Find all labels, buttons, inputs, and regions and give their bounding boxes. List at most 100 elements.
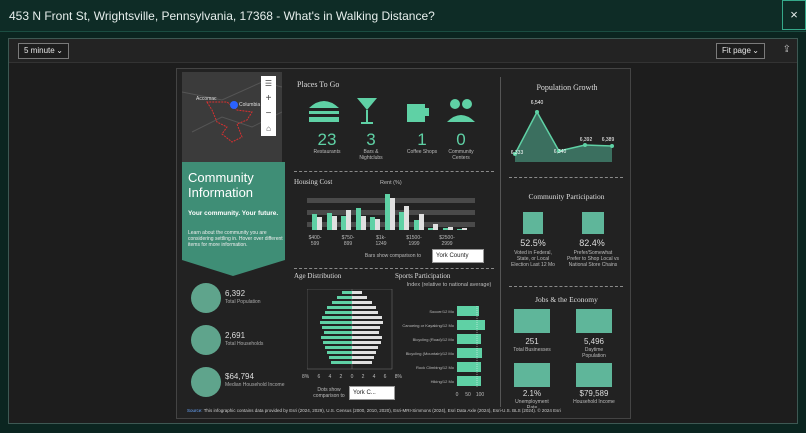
- time-select-value: 5 minute: [24, 46, 55, 55]
- age-tick: 6: [317, 374, 321, 380]
- sports-chart: [457, 306, 485, 388]
- sports-tick: 50: [465, 392, 471, 398]
- housing-tick: $750-899: [341, 235, 355, 247]
- window-title: 453 N Front St, Wrightsville, Pennsylvan…: [9, 9, 435, 23]
- place-label: Coffee Shops: [406, 149, 438, 155]
- kpi-value: 6,392: [225, 289, 246, 298]
- list-icon[interactable]: ☰: [264, 79, 273, 88]
- population-icon: [191, 283, 221, 313]
- housing-subtitle: Rent (%): [380, 180, 402, 186]
- places-icons: [309, 98, 475, 124]
- age-tick: 8%: [394, 374, 402, 380]
- age-chart: [307, 289, 393, 370]
- place-label: Bars & Nightclubs: [359, 149, 383, 161]
- housing-tick: $1500-1999: [406, 235, 422, 247]
- divider: [509, 177, 623, 178]
- sport-label: Rock Climbing/12 Mo: [415, 365, 454, 370]
- place-value: 3: [366, 130, 376, 149]
- shop-icon: [582, 212, 604, 234]
- economy-value: 251: [525, 337, 539, 346]
- growth-label: 6,392: [579, 137, 593, 143]
- kpi-label: Total Households: [225, 341, 264, 347]
- sports-tick: 0: [455, 392, 459, 398]
- burger-icon: [309, 101, 339, 122]
- kpi-value: $64,794: [225, 372, 254, 381]
- ballot-icon: [523, 212, 543, 234]
- age-tick: 6: [383, 374, 387, 380]
- sport-label: Bicycling (Mountain)/12 Mo: [405, 351, 454, 356]
- participation-value: 52.5%: [520, 238, 546, 248]
- fit-select[interactable]: Fit page ⌄: [716, 43, 765, 59]
- age-tick: 0: [350, 374, 354, 380]
- sport-label: Hiking/12 Mo: [430, 379, 454, 384]
- age-tick: 4: [328, 374, 332, 380]
- map[interactable]: Accomac Columbia ☰ + − ⌂: [181, 72, 283, 162]
- age-title: Age Distribution: [294, 272, 342, 280]
- time-select[interactable]: 5 minute ⌄: [18, 43, 69, 59]
- sports-tick: 100: [475, 392, 485, 398]
- fit-select-value: Fit page: [722, 46, 751, 55]
- age-tick: 2: [339, 374, 343, 380]
- sport-label: Bicycling (Road)/12 Mo: [412, 337, 454, 342]
- unemployment-icon: [514, 363, 550, 387]
- viewer-toolbar: 5 minute ⌄ Fit page ⌄ ⇪: [9, 39, 797, 63]
- growth-chart: [513, 110, 614, 162]
- cocktail-icon: [357, 98, 377, 124]
- participation-label: Prefer/Somewhat Prefer to Shop Local vs …: [567, 250, 619, 268]
- growth-label: 6,389: [601, 137, 615, 143]
- kpi-label: Median Household Income: [225, 382, 285, 388]
- place-value: 23: [317, 130, 337, 149]
- place-label: Restaurants: [313, 149, 341, 155]
- community-title: Community Information: [188, 170, 254, 200]
- community-icon: [450, 99, 460, 109]
- map-label: Columbia: [239, 102, 261, 108]
- housing-title: Housing Cost: [294, 178, 333, 186]
- age-tick: 8%: [302, 374, 310, 380]
- zoom-out-icon[interactable]: −: [265, 108, 272, 119]
- footer-text: This infographic contains data provided …: [203, 408, 561, 413]
- housing-tick: $400-599: [308, 235, 322, 247]
- sun-people-icon: [576, 309, 612, 333]
- economy-value: 5,496: [583, 337, 605, 346]
- economy-label: Household Income: [573, 399, 615, 405]
- participation-title: Community Participation: [528, 192, 605, 201]
- divider: [294, 171, 494, 172]
- column-divider: [500, 77, 501, 407]
- economy-value: $79,589: [579, 389, 609, 398]
- economy-title: Jobs & the Economy: [535, 295, 598, 304]
- place-value: 1: [417, 130, 427, 149]
- panel-arrow: [182, 260, 285, 276]
- place-value: 0: [456, 130, 466, 149]
- economy-label: Daytime Population: [582, 347, 606, 359]
- housing-chart: [307, 194, 475, 230]
- housing-tick: $2500-2999: [439, 235, 455, 247]
- divider: [509, 286, 623, 287]
- participation-value: 82.4%: [579, 238, 605, 248]
- housing-tick: $1k-1249: [375, 235, 387, 247]
- kpi-value: 2,691: [225, 331, 246, 340]
- housing-compare-value: York County: [436, 253, 469, 259]
- housing-compare-select[interactable]: York County: [432, 249, 484, 263]
- home-icon[interactable]: ⌂: [266, 124, 271, 133]
- kpi-label: Total Population: [225, 299, 261, 305]
- map-controls: ☰ + − ⌂: [261, 76, 276, 136]
- source-link[interactable]: Source:: [187, 408, 203, 413]
- coffee-icon: [407, 104, 429, 122]
- factory-icon: [514, 309, 550, 333]
- community-panel: Community Information Your community. Yo…: [182, 162, 285, 260]
- sport-label: Soccer/12 Mo: [429, 309, 454, 314]
- age-compare-select[interactable]: York C...: [349, 386, 395, 400]
- growth-label: 6,333: [510, 150, 524, 156]
- age-tick: 4: [372, 374, 376, 380]
- community-body: Learn about the community you are consid…: [188, 230, 283, 248]
- age-tick: 2: [361, 374, 365, 380]
- growth-label: 6,340: [553, 149, 567, 155]
- growth-title: Population Growth: [536, 83, 598, 92]
- chevron-down-icon: ⌄: [56, 46, 63, 55]
- share-icon[interactable]: ⇪: [782, 44, 791, 55]
- zoom-in-icon[interactable]: +: [265, 93, 272, 104]
- sports-subtitle: Index (relative to national average): [406, 282, 492, 288]
- close-button[interactable]: ×: [782, 0, 806, 30]
- coins-icon: [576, 363, 612, 387]
- age-compare-label: Dots show comparison to: [313, 387, 345, 399]
